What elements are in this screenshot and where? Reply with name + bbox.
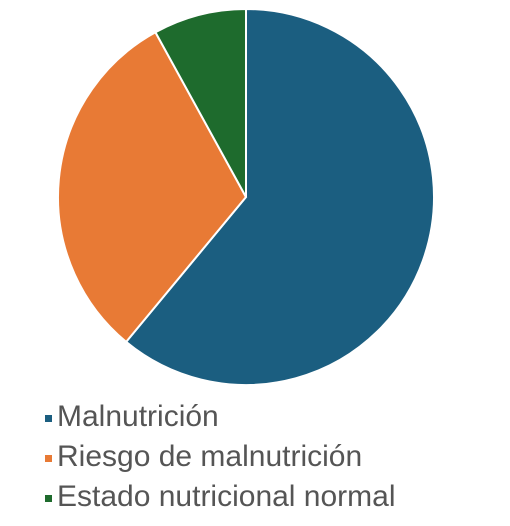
legend-marker [45,495,52,502]
legend-label: Riesgo de malnutrición [57,440,362,473]
legend-marker [45,455,52,462]
pie-slice [154,7,247,198]
legend-label: Malnutrición [57,400,219,433]
pie-slice [57,30,248,344]
legend-marker [45,415,52,422]
pie-slice [124,7,435,386]
legend-label: Estado nutricional normal [57,480,396,513]
